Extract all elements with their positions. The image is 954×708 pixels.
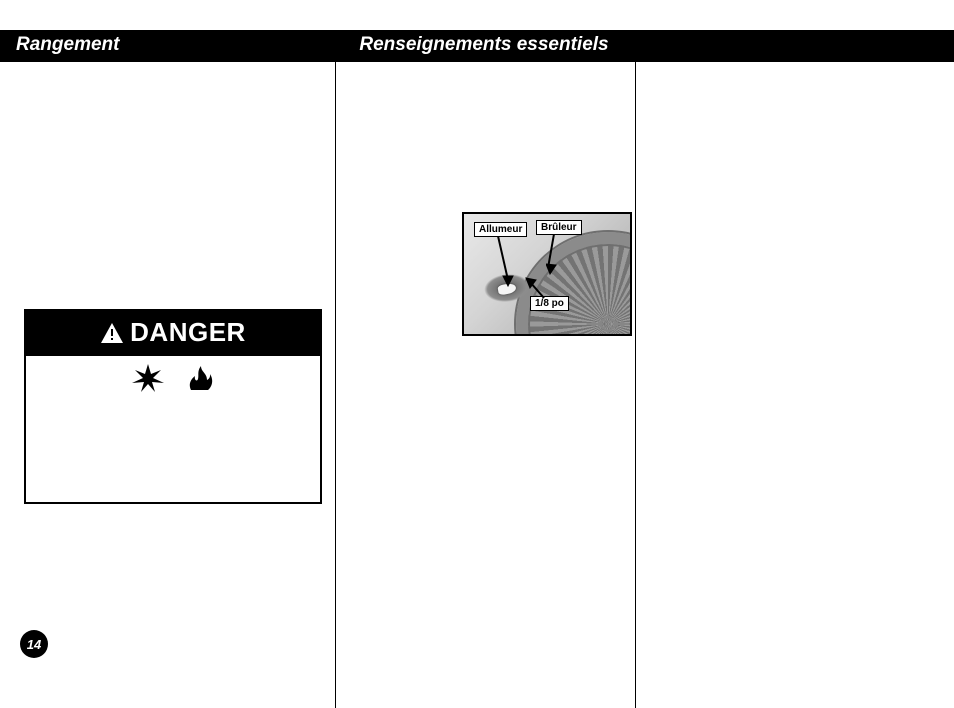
explosion-icon: [131, 362, 165, 392]
section-header-right-text: Renseignements essentiels: [359, 34, 608, 55]
fire-icon: [185, 362, 215, 392]
figure-label-allumeur: Allumeur: [474, 222, 527, 237]
section-header-right: Renseignements essentiels: [342, 30, 954, 62]
page-number-badge: 14: [20, 630, 48, 658]
arrow-allumeur-icon: [492, 236, 522, 290]
figure-label-bruleur: Brûleur: [536, 220, 582, 235]
danger-body: [26, 394, 320, 502]
danger-icons: [26, 356, 320, 394]
danger-word: DANGER: [130, 317, 246, 348]
danger-box: DANGER: [24, 309, 322, 504]
section-header-left: Rangement: [0, 30, 342, 62]
arrow-distance-icon: [524, 276, 552, 300]
burner-igniter-figure: Allumeur Brûleur 1/8 po: [462, 212, 632, 336]
header-row: Rangement Renseignements essentiels: [0, 30, 954, 62]
danger-bar: DANGER: [26, 311, 320, 356]
arrow-bruleur-icon: [546, 234, 570, 278]
page-number: 14: [27, 637, 41, 652]
section-header-left-text: Rangement: [16, 34, 119, 55]
warning-triangle-icon: [100, 322, 124, 344]
